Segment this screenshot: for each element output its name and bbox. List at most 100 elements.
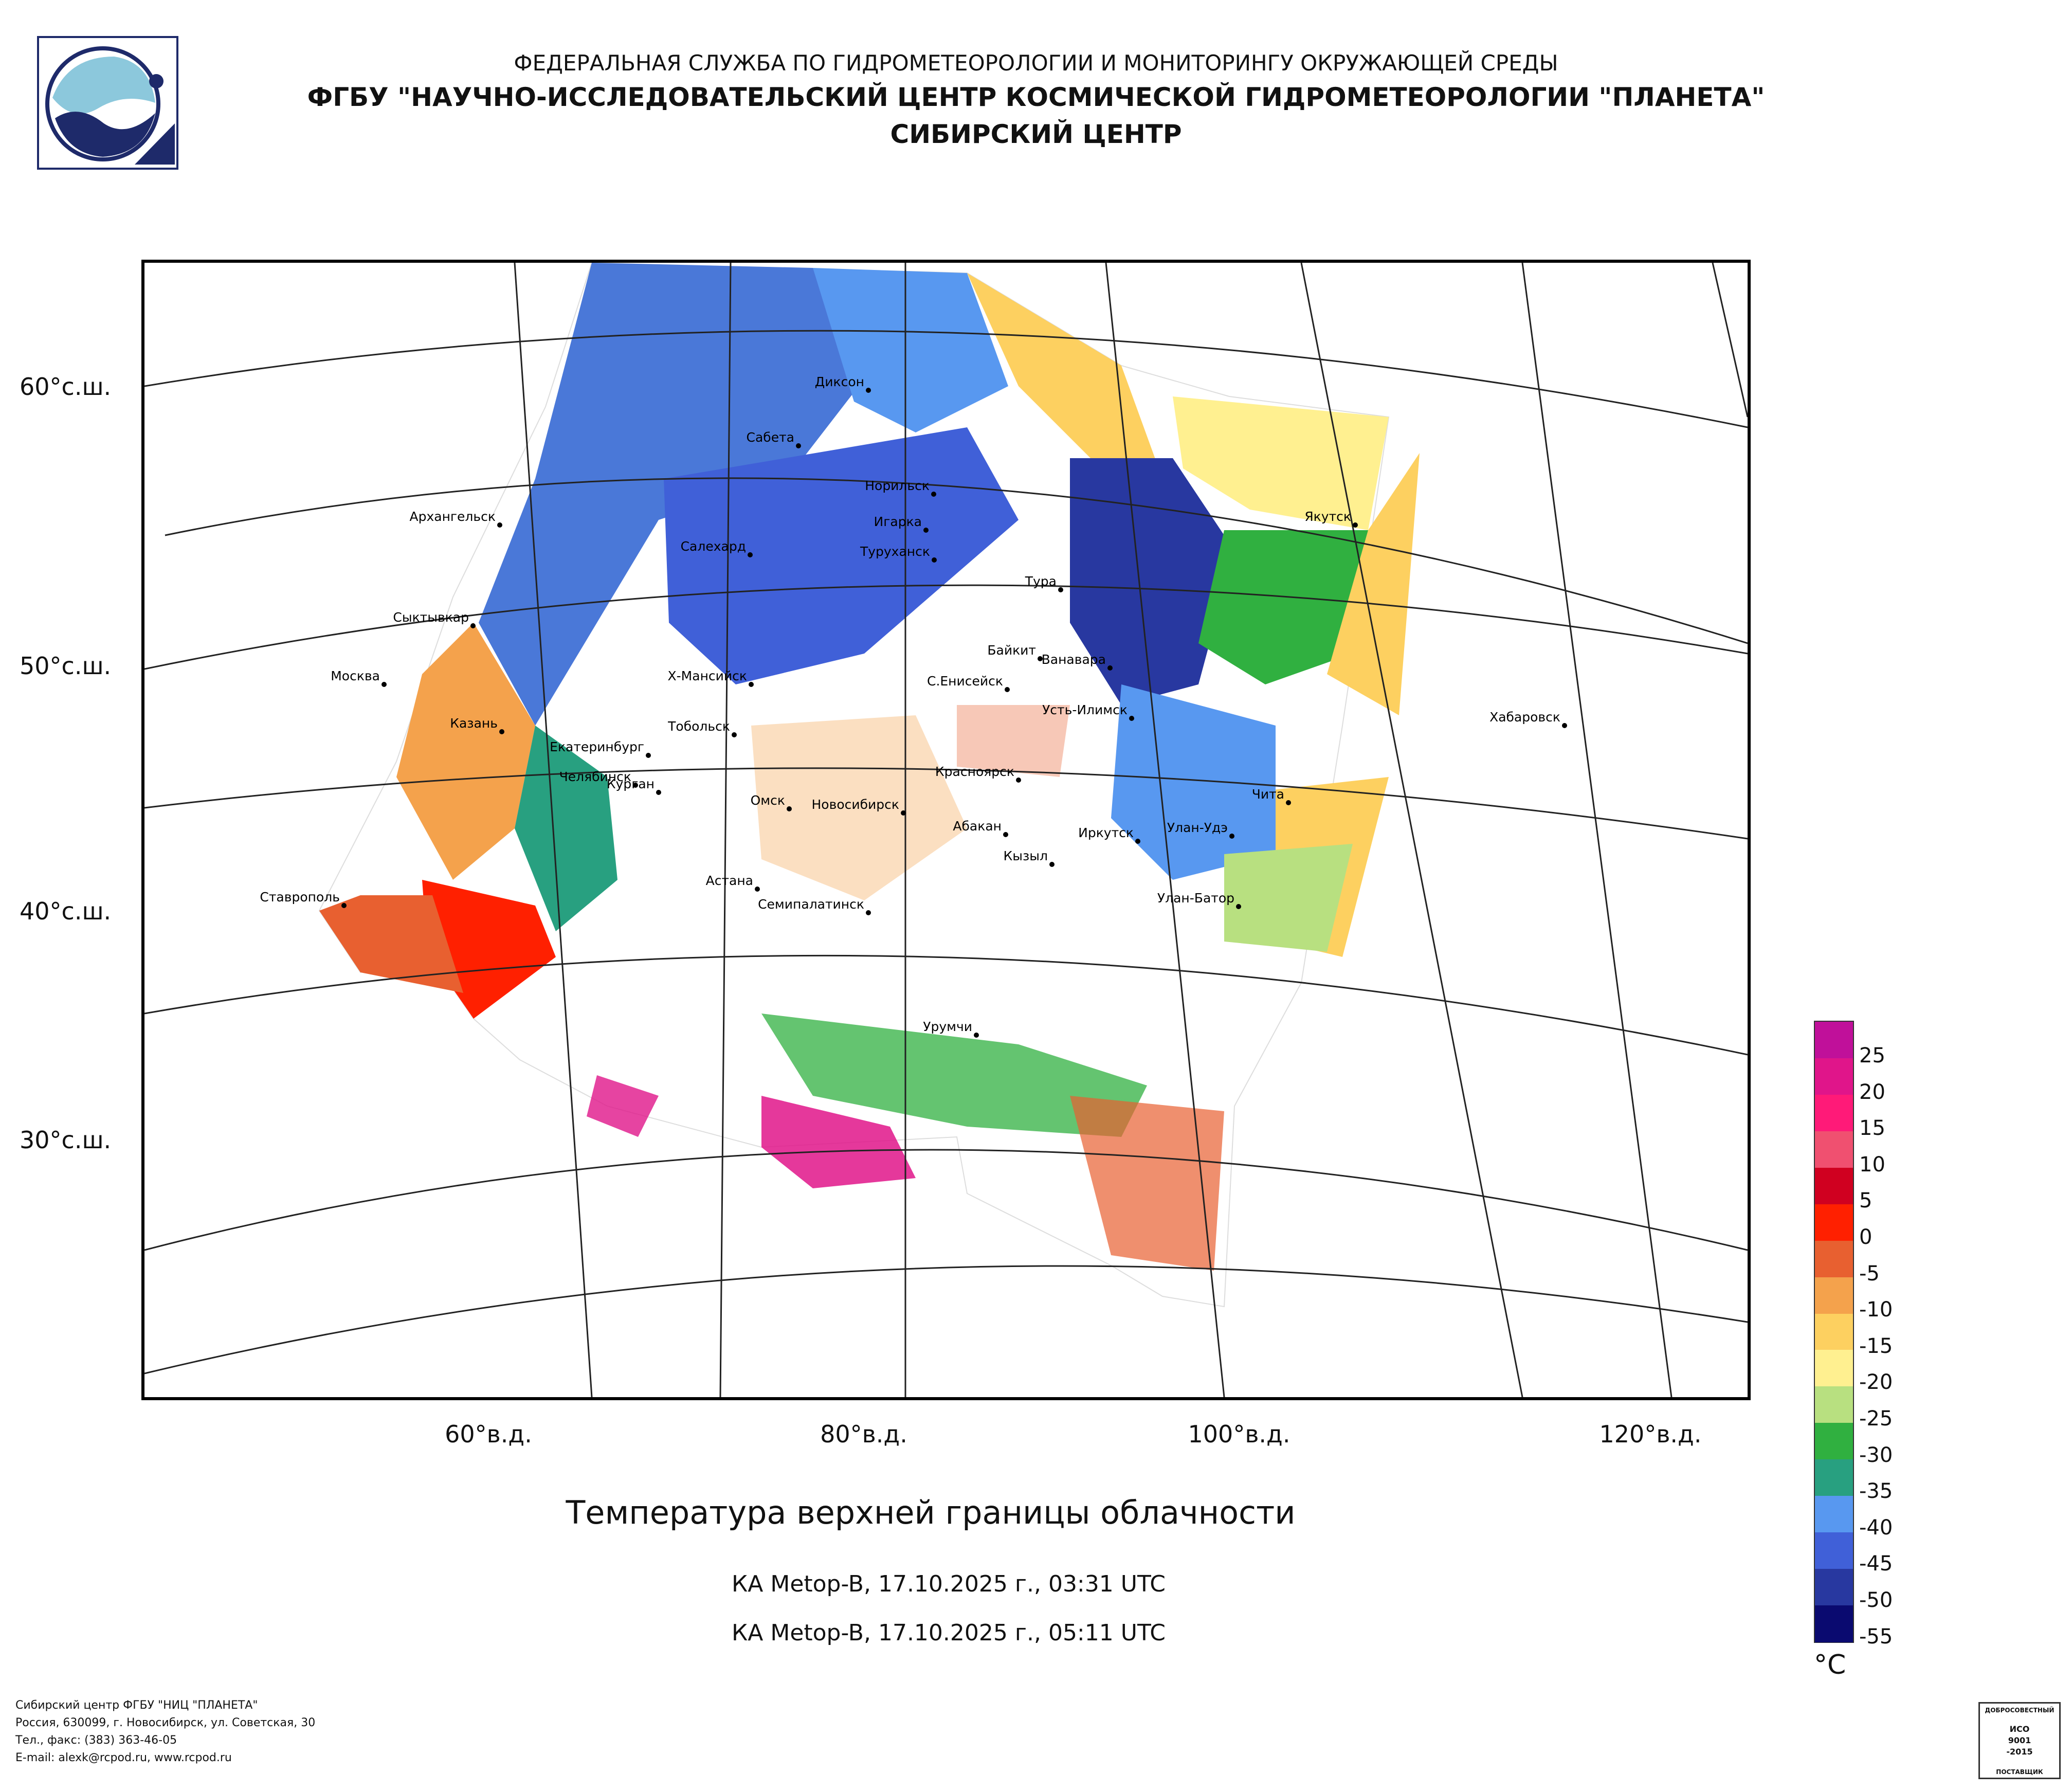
city-dot — [1049, 862, 1055, 867]
city-dot — [932, 557, 937, 563]
city-label: Екатеринбург — [550, 739, 644, 754]
city-dot — [923, 528, 929, 533]
lon-label-100: 100°в.д. — [1188, 1420, 1291, 1448]
lat-label-30: 30°с.ш. — [20, 1126, 112, 1154]
header-center: СИБИРСКИЙ ЦЕНТР — [890, 119, 1182, 149]
legend-label: -10 — [1859, 1298, 1893, 1322]
city-label: Норильск — [865, 478, 930, 493]
city-dot — [1003, 832, 1008, 837]
city-label: Архангельск — [409, 509, 496, 524]
legend-swatch — [1815, 1094, 1853, 1132]
city-label: Урумчи — [923, 1019, 972, 1034]
city-dot — [381, 682, 387, 687]
city-dot — [1129, 716, 1134, 721]
legend-swatch — [1815, 1459, 1853, 1497]
city-dot — [796, 443, 801, 448]
city-label: Тобольск — [667, 719, 730, 734]
planeta-logo — [37, 36, 178, 170]
legend-label: 5 — [1859, 1189, 1873, 1213]
temperature-legend — [1814, 1021, 1854, 1643]
graticule — [144, 263, 1748, 1397]
city-dot — [1135, 839, 1140, 844]
city-label: С.Енисейск — [927, 674, 1003, 689]
city-label: Ставрополь — [260, 890, 340, 904]
legend-label: 10 — [1859, 1152, 1885, 1177]
satellite-pass-2: КА Metop-B, 17.10.2025 г., 05:11 UTC — [732, 1620, 1166, 1646]
city-label: Сыктывкар — [393, 610, 469, 625]
city-label: Курган — [607, 776, 655, 791]
city-label: Челябинск — [559, 769, 631, 784]
city-label: Салехард — [681, 539, 746, 554]
city-dot — [646, 753, 651, 758]
header-institute: ФГБУ "НАУЧНО-ИССЛЕДОВАТЕЛЬСКИЙ ЦЕНТР КОС… — [307, 82, 1765, 112]
city-dot — [1107, 665, 1113, 671]
legend-label: -15 — [1859, 1334, 1893, 1358]
city-label: Усть-Илимск — [1042, 702, 1128, 717]
cert-bottom: ПОСТАВЩИК — [1996, 1768, 2043, 1776]
lon-label-60: 60°в.д. — [445, 1420, 532, 1448]
legend-swatch — [1815, 1204, 1853, 1241]
legend-swatch — [1815, 1058, 1853, 1095]
legend-swatch — [1815, 1131, 1853, 1168]
legend-label: -25 — [1859, 1407, 1893, 1431]
city-dot — [1005, 687, 1010, 692]
legend-label: -55 — [1859, 1624, 1893, 1649]
city-label: Чита — [1252, 787, 1284, 802]
legend-unit: °C — [1814, 1650, 1846, 1680]
city-dot — [748, 552, 753, 557]
city-dot — [1236, 904, 1241, 909]
city-label: Астана — [706, 873, 753, 888]
legend-swatch — [1815, 1313, 1853, 1351]
cert-std2: 9001 — [2008, 1735, 2031, 1745]
legend-label: -40 — [1859, 1515, 1893, 1540]
legend-label: -20 — [1859, 1370, 1893, 1395]
lat-label-40: 40°с.ш. — [20, 897, 112, 925]
city-dot — [749, 682, 754, 687]
legend-swatch — [1815, 1605, 1853, 1642]
legend-swatch — [1815, 1277, 1853, 1314]
cert-top: ДОБРОСОВЕСТНЫЙ — [1985, 1707, 2055, 1714]
city-dot — [931, 492, 936, 497]
legend-label: -45 — [1859, 1552, 1893, 1576]
city-label: Игарка — [874, 514, 922, 529]
city-dot — [901, 810, 906, 816]
satellite-map: Диксон Сабета Норильск Игарка Туруханск Тура Я… — [141, 260, 1751, 1400]
iso-certificate-badge: ДОБРОСОВЕСТНЫЙ ИСО 9001 -2015 ПОСТАВЩИК — [1978, 1702, 2061, 1779]
city-dot — [633, 783, 638, 788]
satellite-swath — [318, 263, 1420, 1308]
legend-label: 15 — [1859, 1116, 1885, 1141]
city-dot — [1016, 777, 1021, 783]
city-dot — [866, 910, 871, 915]
city-label: Москва — [331, 668, 380, 683]
city-label: Улан-Удэ — [1167, 820, 1228, 835]
legend-swatch — [1815, 1569, 1853, 1606]
lon-label-80: 80°в.д. — [820, 1420, 907, 1448]
city-dot — [341, 903, 347, 908]
lat-label-60: 60°с.ш. — [20, 373, 112, 401]
lat-label-50: 50°с.ш. — [20, 652, 112, 680]
city-dot — [787, 806, 792, 811]
map-title: Температура верхней границы облачности — [566, 1494, 1296, 1531]
legend-swatch — [1815, 1167, 1853, 1205]
city-dot — [1286, 800, 1291, 805]
city-label: Туруханск — [860, 544, 930, 559]
city-label: Новосибирск — [812, 797, 900, 812]
legend-label: -30 — [1859, 1443, 1893, 1467]
legend-swatch — [1815, 1496, 1853, 1533]
city-dot — [656, 790, 661, 795]
city-dot — [974, 1033, 979, 1038]
legend-swatch — [1815, 1240, 1853, 1278]
satellite-pass-1: КА Metop-B, 17.10.2025 г., 03:31 UTC — [732, 1571, 1166, 1597]
city-dot — [1058, 587, 1063, 592]
footer-address: Россия, 630099, г. Новосибирск, ул. Сове… — [15, 1716, 316, 1729]
legend-label: -35 — [1859, 1479, 1893, 1504]
city-label: Казань — [450, 716, 498, 731]
city-dot — [497, 522, 502, 528]
legend-label: 25 — [1859, 1044, 1885, 1068]
city-label: Ванавара — [1042, 652, 1106, 667]
legend-swatch — [1815, 1350, 1853, 1387]
city-dot — [1038, 656, 1043, 661]
city-label: Иркутск — [1078, 825, 1134, 840]
city-label: Омск — [751, 793, 785, 808]
lon-label-120: 120°в.д. — [1599, 1420, 1702, 1448]
